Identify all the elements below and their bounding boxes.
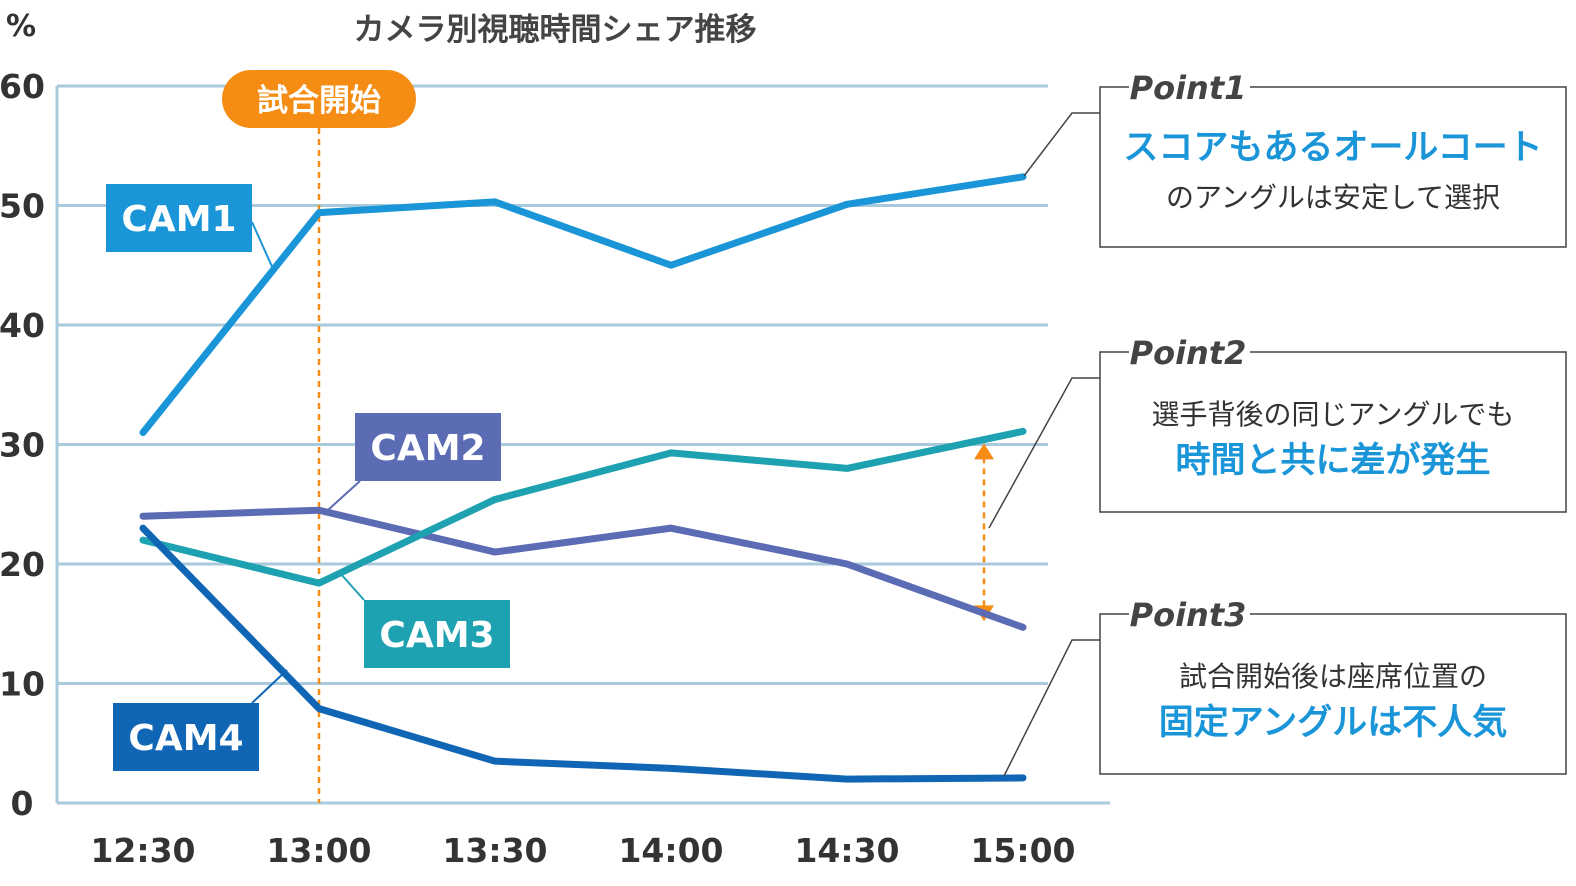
series-leader-cam3 (339, 572, 365, 601)
series-label-box-cam3 (364, 600, 510, 668)
y-tick-label: 20 (0, 545, 45, 584)
callout-line-1: 試合開始後は座席位置の (1179, 660, 1487, 693)
event-marker: 試合開始 (222, 70, 994, 803)
callout-leader (1003, 639, 1100, 777)
y-tick-label: 30 (0, 426, 45, 465)
y-tick-label: 50 (0, 187, 45, 226)
callout-line-1: 選手背後の同じアングルでも (1152, 398, 1515, 431)
event-marker-bubble (222, 70, 416, 128)
callout-leader (1023, 112, 1100, 177)
y-tick-label: 10 (0, 665, 45, 704)
callout-line-2: 時間と共に差が発生 (1175, 441, 1490, 481)
series-label-box-cam4 (113, 703, 259, 771)
x-tick-label: 15:00 (970, 831, 1075, 870)
chart-title: カメラ別視聴時間シェア推移 (354, 12, 757, 48)
y-tick-label: 60 (0, 67, 45, 106)
x-tick-label: 13:30 (442, 831, 547, 870)
series-label-cam1: CAM1 (121, 199, 236, 240)
callout-title: Point1 (1130, 69, 1247, 107)
x-tick-label: 12:30 (90, 831, 195, 870)
series-leader-cam2 (327, 480, 361, 511)
y-tick-label: 0 (11, 784, 34, 823)
series-line-cam2 (139, 506, 1027, 631)
y-unit-label: % (6, 9, 36, 44)
callout-title: Point3 (1130, 596, 1247, 634)
gap-arrow-head-up (974, 443, 994, 460)
series-label-cam2: CAM2 (370, 428, 485, 469)
series-leader-cam1 (251, 221, 275, 272)
series-label-box-cam2 (355, 413, 501, 481)
callout-box (1099, 86, 1567, 248)
series-leader-cam4 (251, 669, 288, 704)
callout-line-1: スコアもあるオールコート (1123, 128, 1542, 168)
series-label-cam4: CAM4 (128, 718, 243, 759)
series-line-cam4 (139, 524, 1027, 783)
callout-title: Point2 (1130, 334, 1247, 372)
event-marker-label: 試合開始 (257, 83, 381, 119)
x-tick-label: 14:30 (794, 831, 899, 870)
x-tick-label: 13:00 (266, 831, 371, 870)
series-labels: CAM1 CAM2 CAM3 CAM4 (106, 184, 510, 771)
callout-line-2: のアングルは安定して選択 (1166, 181, 1500, 214)
series-line-cam1 (139, 173, 1027, 437)
y-axis-ticks: 0 10 20 30 40 50 60 (0, 67, 45, 823)
series-label-box-cam1 (106, 184, 252, 252)
series-label-cam3: CAM3 (379, 615, 494, 656)
x-axis-ticks: 12:30 13:00 13:30 14:00 14:30 15:00 (90, 831, 1075, 870)
y-tick-label: 40 (0, 306, 45, 345)
callout-leader (988, 377, 1100, 529)
series-line-cam3 (139, 427, 1027, 587)
series (139, 173, 1027, 783)
x-tick-label: 14:00 (618, 831, 723, 870)
callout-line-2: 固定アングルは不人気 (1159, 703, 1508, 743)
callout-box (1099, 351, 1567, 513)
callout-box (1099, 613, 1567, 775)
